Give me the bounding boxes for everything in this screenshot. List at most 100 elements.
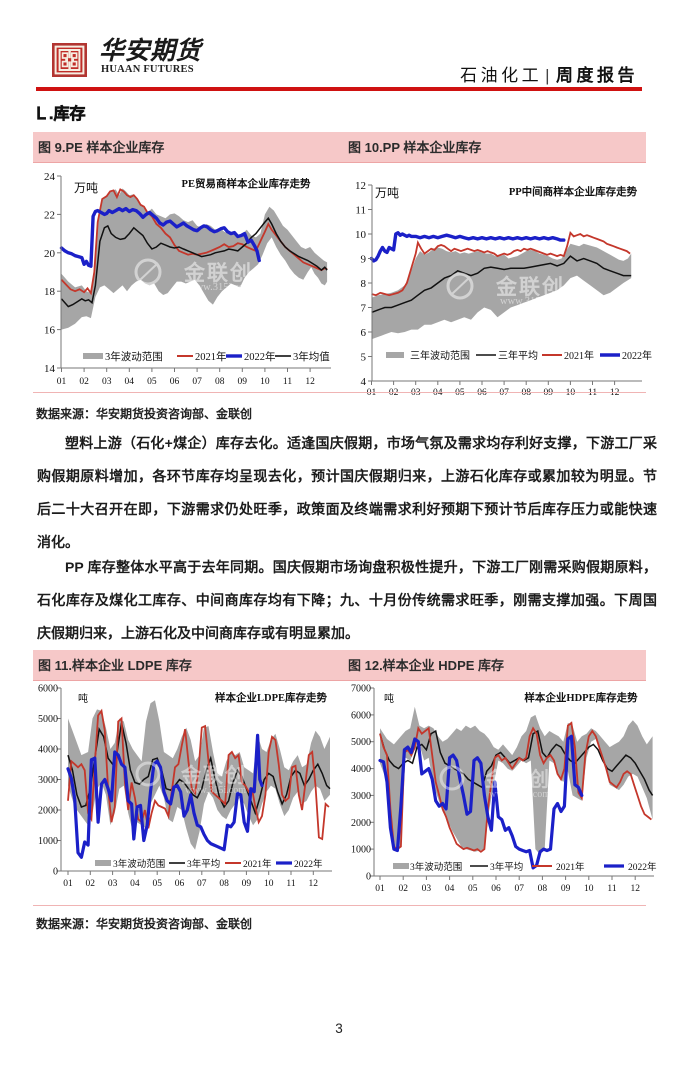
svg-text:11: 11 xyxy=(355,205,366,217)
svg-text:07: 07 xyxy=(192,377,202,387)
svg-text:3年均值: 3年均值 xyxy=(293,350,330,363)
svg-text:10: 10 xyxy=(264,879,274,889)
svg-text:06: 06 xyxy=(477,388,487,398)
svg-text:金联创: 金联创 xyxy=(183,261,253,285)
svg-text:22: 22 xyxy=(44,209,55,221)
svg-text:07: 07 xyxy=(197,879,207,889)
svg-text:18: 18 xyxy=(44,286,56,298)
svg-text:05: 05 xyxy=(468,884,478,894)
svg-text:金联创: 金联创 xyxy=(180,763,247,787)
svg-text:10: 10 xyxy=(584,884,594,894)
svg-text:05: 05 xyxy=(147,377,157,387)
svg-text:www.315i.com: www.315i.com xyxy=(489,789,550,800)
svg-text:3年平均: 3年平均 xyxy=(187,858,220,870)
svg-text:5: 5 xyxy=(361,352,367,364)
svg-text:24: 24 xyxy=(44,171,56,183)
svg-text:02: 02 xyxy=(389,388,399,398)
svg-text:三年平均: 三年平均 xyxy=(498,349,538,362)
svg-text:4000: 4000 xyxy=(351,764,371,775)
svg-text:万吨: 万吨 xyxy=(74,181,98,195)
svg-text:www.315i.com: www.315i.com xyxy=(188,282,252,293)
svg-text:3年波动范围: 3年波动范围 xyxy=(105,350,163,363)
svg-text:06: 06 xyxy=(170,377,180,387)
svg-text:05: 05 xyxy=(152,879,162,889)
svg-text:2021年: 2021年 xyxy=(564,349,594,362)
svg-text:2000: 2000 xyxy=(351,818,371,829)
svg-text:2021年: 2021年 xyxy=(556,861,585,873)
svg-text:09: 09 xyxy=(238,377,248,387)
svg-text:4000: 4000 xyxy=(38,745,58,756)
svg-text:样本企业HDPE库存走势: 样本企业HDPE库存走势 xyxy=(524,691,638,704)
svg-text:01: 01 xyxy=(367,388,377,398)
svg-text:03: 03 xyxy=(411,388,421,398)
svg-text:08: 08 xyxy=(219,879,229,889)
svg-text:金联创: 金联创 xyxy=(495,275,565,299)
svg-text:12: 12 xyxy=(630,884,640,894)
svg-text:02: 02 xyxy=(398,884,408,894)
svg-text:2022年: 2022年 xyxy=(628,861,657,873)
svg-text:PP中间商样本企业库存走势: PP中间商样本企业库存走势 xyxy=(509,185,638,198)
svg-text:02: 02 xyxy=(79,377,89,387)
svg-text:www.315i.com: www.315i.com xyxy=(185,785,246,796)
svg-text:2021年: 2021年 xyxy=(195,350,227,363)
svg-text:2000: 2000 xyxy=(38,806,58,817)
svg-text:5000: 5000 xyxy=(351,737,371,748)
svg-text:吨: 吨 xyxy=(78,692,88,705)
svg-text:万吨: 万吨 xyxy=(375,186,399,200)
svg-text:20: 20 xyxy=(44,248,56,260)
svg-text:11: 11 xyxy=(607,884,616,894)
svg-text:09: 09 xyxy=(561,884,571,894)
svg-text:3000: 3000 xyxy=(38,775,58,786)
svg-text:03: 03 xyxy=(108,879,118,889)
svg-text:07: 07 xyxy=(514,884,524,894)
svg-text:12: 12 xyxy=(610,388,620,398)
svg-text:2022年: 2022年 xyxy=(294,858,323,870)
svg-text:1000: 1000 xyxy=(351,845,371,856)
svg-text:01: 01 xyxy=(57,377,67,387)
svg-text:01: 01 xyxy=(375,884,385,894)
svg-text:06: 06 xyxy=(491,884,501,894)
svg-text:金联创: 金联创 xyxy=(484,767,551,791)
svg-text:08: 08 xyxy=(538,884,548,894)
svg-text:10: 10 xyxy=(355,229,367,241)
svg-text:12: 12 xyxy=(355,180,366,192)
svg-text:01: 01 xyxy=(63,879,73,889)
svg-text:2022年: 2022年 xyxy=(244,350,276,363)
svg-text:3年波动范围: 3年波动范围 xyxy=(410,861,462,873)
svg-text:09: 09 xyxy=(544,388,554,398)
svg-text:06: 06 xyxy=(175,879,185,889)
svg-text:4: 4 xyxy=(361,376,367,388)
svg-text:PE贸易商样本企业库存走势: PE贸易商样本企业库存走势 xyxy=(182,177,311,190)
svg-text:2021年: 2021年 xyxy=(243,858,272,870)
svg-text:三年波动范围: 三年波动范围 xyxy=(410,349,470,362)
svg-text:12: 12 xyxy=(309,879,319,889)
svg-text:7000: 7000 xyxy=(351,684,371,695)
svg-text:10: 10 xyxy=(260,377,270,387)
svg-text:3000: 3000 xyxy=(351,791,371,802)
svg-text:03: 03 xyxy=(422,884,432,894)
svg-text:14: 14 xyxy=(44,363,56,375)
svg-text:6000: 6000 xyxy=(351,710,371,721)
svg-text:11: 11 xyxy=(283,377,292,387)
svg-text:0: 0 xyxy=(53,867,58,878)
svg-text:0: 0 xyxy=(366,872,371,883)
svg-text:8: 8 xyxy=(361,278,367,290)
svg-text:04: 04 xyxy=(125,377,135,387)
svg-text:3年平均: 3年平均 xyxy=(490,861,523,873)
svg-text:08: 08 xyxy=(521,388,531,398)
svg-text:5000: 5000 xyxy=(38,714,58,725)
svg-text:9: 9 xyxy=(361,254,367,266)
svg-text:04: 04 xyxy=(433,388,443,398)
svg-text:6: 6 xyxy=(361,327,367,339)
svg-text:10: 10 xyxy=(566,388,576,398)
svg-text:04: 04 xyxy=(130,879,140,889)
svg-text:1000: 1000 xyxy=(38,836,58,847)
svg-text:02: 02 xyxy=(86,879,96,889)
svg-text:16: 16 xyxy=(44,325,56,337)
svg-text:05: 05 xyxy=(455,388,465,398)
svg-text:11: 11 xyxy=(588,388,597,398)
svg-text:吨: 吨 xyxy=(384,692,394,705)
svg-text:11: 11 xyxy=(286,879,295,889)
svg-text:7: 7 xyxy=(361,303,367,315)
svg-text:03: 03 xyxy=(102,377,112,387)
